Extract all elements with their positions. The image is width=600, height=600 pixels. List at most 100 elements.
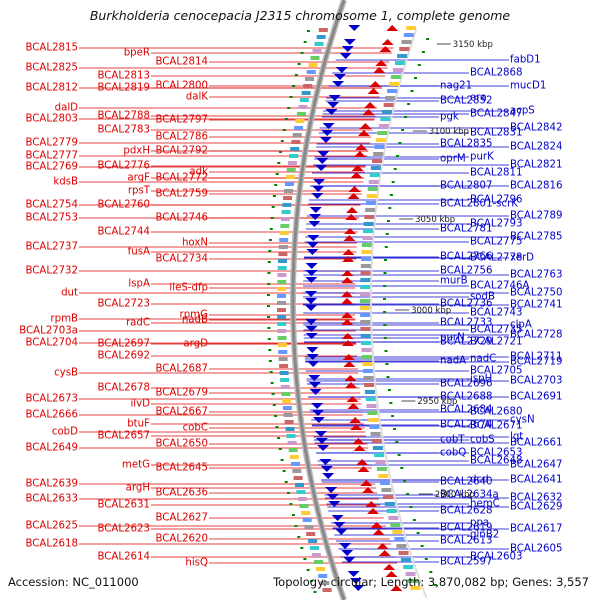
gene-label-forward: BCAL2625 <box>26 521 79 532</box>
cog-feature-box <box>374 453 385 457</box>
tick-mark <box>420 545 424 547</box>
cog-feature-box <box>292 133 302 137</box>
tick-mark <box>306 30 310 32</box>
gene-label-forward: BCAL2639 <box>26 479 79 490</box>
gene-label-reverse: BCAL2835 <box>440 139 493 150</box>
tick-mark <box>386 220 390 222</box>
cog-feature-box <box>360 271 371 275</box>
gene-label-reverse: BCAL2728 <box>510 330 563 341</box>
tick-mark <box>277 437 281 439</box>
reverse-gene-arrow <box>347 571 360 577</box>
gene-label-reverse: oprM <box>440 154 466 165</box>
gene-label-forward: BCAL2649 <box>26 443 79 454</box>
forward-gene-arrow <box>341 312 354 318</box>
reverse-gene-arrow <box>320 466 333 472</box>
cog-feature-box <box>380 117 391 121</box>
tick-mark <box>406 493 410 495</box>
reverse-gene-arrow <box>348 25 361 31</box>
forward-gene-arrow <box>356 459 369 465</box>
cog-feature-box <box>277 301 286 305</box>
gene-label-reverse: BCAL2605 <box>510 544 563 555</box>
cog-feature-box <box>365 201 376 205</box>
forward-gene-arrow <box>357 466 370 472</box>
cog-feature-box <box>280 378 290 382</box>
cog-feature-box <box>314 42 324 46</box>
gene-label-reverse: BCAL2648 <box>470 456 523 467</box>
reverse-gene-arrow <box>305 291 317 297</box>
gene-label-reverse: purK <box>470 152 494 163</box>
tick-mark <box>268 360 272 362</box>
tick-mark <box>393 168 397 170</box>
left-leader-lines <box>79 47 397 564</box>
gene-label-forward: dalD <box>55 103 79 114</box>
gene-label-forward: BCAL2667 <box>156 407 209 418</box>
cog-feature-box <box>362 369 373 373</box>
gene-label-forward: BCAL2772 <box>156 173 209 184</box>
cog-feature-box <box>296 490 306 494</box>
cog-feature-box <box>287 441 297 445</box>
cog-feature-box <box>401 40 412 44</box>
reverse-gene-arrow <box>343 39 356 45</box>
tick-mark <box>384 246 388 248</box>
tick-mark <box>403 480 407 482</box>
cog-feature-box <box>361 341 371 345</box>
gene-label-reverse: BCAL2640 <box>440 477 493 488</box>
gene-label-forward: BCAL2679 <box>156 388 209 399</box>
gene-label-reverse: BCAL2763 <box>510 270 563 281</box>
reverse-gene-arrow <box>311 193 324 199</box>
reverse-gene-arrow <box>307 235 320 241</box>
gene-label-forward: cobC <box>183 423 208 434</box>
tick-mark <box>267 283 271 285</box>
forward-gene-arrow <box>360 480 373 486</box>
cog-feature-box <box>294 126 303 130</box>
forward-gene-arrow <box>350 172 363 178</box>
gene-label-reverse: BCAL2807 <box>440 181 493 192</box>
cog-feature-box <box>296 112 306 116</box>
forward-gene-arrow <box>349 417 362 423</box>
forward-gene-arrow <box>344 228 356 234</box>
cog-feature-box <box>284 189 293 193</box>
cog-feature-box <box>365 397 376 401</box>
reverse-gene-arrow <box>307 361 320 367</box>
gene-label-forward: rpsT <box>128 186 151 197</box>
kbp-marker-label: 3050 kbp <box>415 215 455 225</box>
gene-label-forward: hisQ <box>185 558 208 569</box>
reverse-gene-arrow <box>319 459 332 465</box>
forward-gene-labels[interactable]: BCAL2815 bpeRBCAL2814BCAL2825BCAL2813BCAL… <box>19 43 208 569</box>
reverse-gene-arrow <box>312 417 325 423</box>
tick-mark <box>297 63 301 65</box>
gene-label-forward: BCAL2825 <box>26 63 79 74</box>
gene-label-reverse: acpS <box>510 106 535 117</box>
gene-label-forward: BCAL2620 <box>156 534 209 545</box>
reverse-gene-arrow <box>333 74 346 80</box>
gene-label-reverse: BCAL2824 <box>510 142 563 153</box>
gene-label-forward: BCAL2744 <box>98 227 151 238</box>
gene-label-forward: argD <box>183 339 208 350</box>
gene-label-reverse: BCAL2719 <box>510 357 563 368</box>
gene-label-forward: BCAL2819 <box>98 83 151 94</box>
tick-mark <box>306 569 310 571</box>
gene-label-reverse: BCAL2729 <box>440 337 493 348</box>
cog-feature-box <box>304 525 314 529</box>
reverse-gene-arrow <box>325 487 338 493</box>
gene-label-forward: hoxN <box>182 238 208 249</box>
cog-feature-box <box>362 236 373 240</box>
tick-mark <box>383 285 387 287</box>
cog-feature-box <box>364 383 375 387</box>
reverse-gene-arrow <box>312 410 324 416</box>
tick-mark <box>300 52 304 54</box>
gene-label-forward: BCAL2703a <box>19 326 78 337</box>
gene-label-reverse: BCAL2781 <box>440 224 493 235</box>
reverse-gene-arrow <box>331 515 344 521</box>
gene-label-reverse: BCAL2743 <box>470 308 523 319</box>
reverse-gene-arrow <box>328 95 341 101</box>
gene-label-forward: BCAL2797 <box>156 115 209 126</box>
forward-gene-arrow <box>383 564 396 570</box>
forward-gene-arrow <box>342 340 354 346</box>
reverse-gene-arrow <box>305 298 317 304</box>
tick-mark <box>275 173 279 175</box>
gene-label-forward: BCAL2788 <box>98 111 151 122</box>
reverse-gene-arrow <box>308 375 321 381</box>
kbp-marker-label: 2900 kbp <box>435 490 475 500</box>
